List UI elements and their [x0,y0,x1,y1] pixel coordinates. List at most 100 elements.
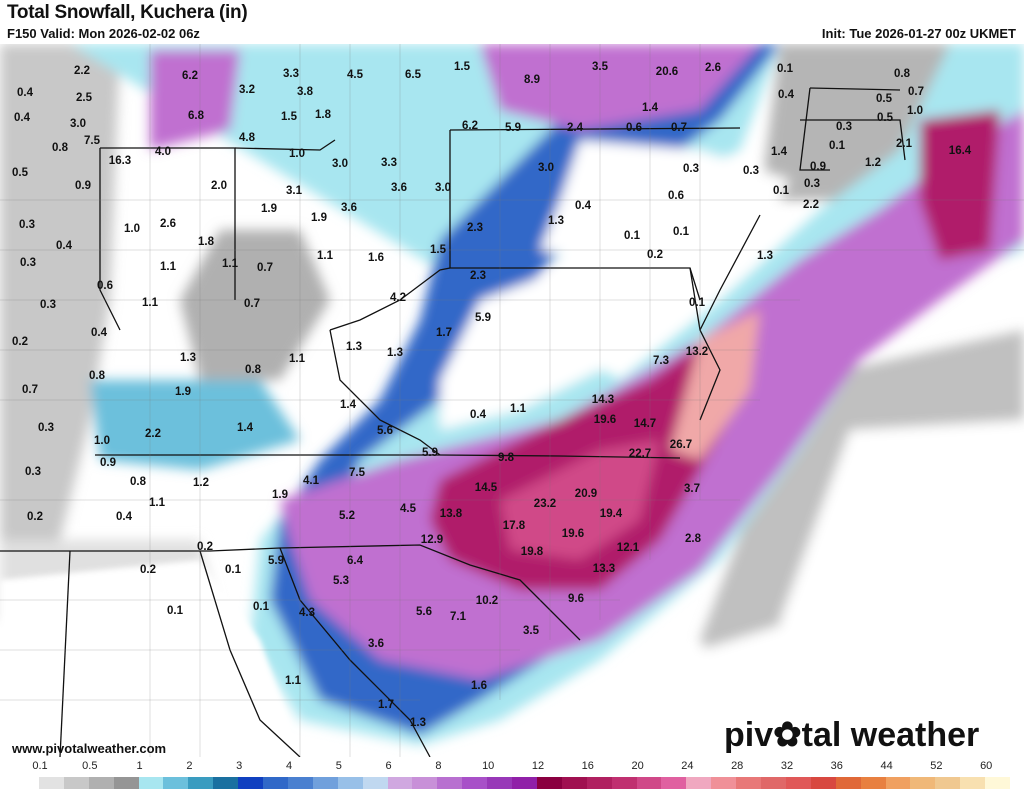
snowfall-value: 1.4 [642,102,659,114]
snowfall-value: 0.3 [804,178,820,190]
snowfall-value: 3.3 [283,68,299,80]
snowfall-value: 2.6 [160,218,176,230]
snowfall-value: 0.7 [257,262,273,274]
snowfall-value: 6.5 [405,69,422,81]
snowfall-value: 5.9 [475,312,491,324]
snowfall-value: 1.5 [430,244,447,256]
snowfall-value: 0.3 [40,299,56,311]
legend-swatch [711,777,737,789]
legend-label: 0.5 [82,760,98,772]
legend-swatch [661,777,687,789]
snowfall-value: 2.2 [74,65,90,77]
snowfall-value: 1.3 [387,347,403,359]
snowfall-value: 7.5 [84,135,101,147]
init-time: Init: Tue 2026-01-27 00z UKMET [821,26,1016,41]
snowfall-value: 0.3 [38,422,54,434]
snowfall-value: 3.6 [391,182,407,194]
legend-swatch [312,777,338,789]
legend-label: 5 [335,760,342,772]
snowfall-value: 3.1 [286,185,303,197]
snowfall-value: 1.0 [907,105,923,117]
snowfall-value: 0.6 [626,122,642,134]
snowfall-value: 0.1 [777,63,794,75]
snowfall-value: 10.2 [476,595,498,607]
website-url[interactable]: www.pivotalweather.com [12,741,167,756]
snowfall-value: 1.1 [149,497,166,509]
snowfall-value: 0.6 [668,190,684,202]
legend-swatch [387,777,413,789]
legend-label: 52 [930,760,943,772]
snowfall-value: 13.8 [440,508,463,520]
snowfall-value: 23.2 [534,498,556,510]
legend-swatch [935,777,961,789]
snowfall-value: 6.4 [347,555,364,567]
snowfall-value: 7.5 [349,467,366,479]
snowfall-value: 1.1 [510,403,527,415]
snowfall-value: 2.2 [145,428,161,440]
snowfall-value: 1.6 [471,680,487,692]
snowfall-value: 0.8 [245,364,262,376]
county-borders [0,44,1024,757]
legend-swatch [412,777,438,789]
snowfall-value: 0.1 [253,601,270,613]
snowfall-value: 4.2 [390,292,406,304]
snowfall-value: 0.4 [470,409,487,421]
snowfall-value: 1.0 [289,148,305,160]
snowfall-value: 1.5 [281,111,298,123]
legend-label: 2 [186,760,193,772]
snowfall-value: 1.3 [757,250,773,262]
snowfall-value: 3.6 [341,202,357,214]
legend-swatch [213,777,239,789]
legend-swatch [437,777,463,789]
snowfall-value: 0.3 [836,121,852,133]
map-title: Total Snowfall, Kuchera (in) [7,2,248,23]
snowfall-value: 0.7 [671,122,687,134]
legend-swatch [885,777,911,789]
snowfall-value: 13.3 [593,563,615,575]
snowfall-value: 1.1 [289,353,306,365]
legend-swatch [810,777,836,789]
snowfall-value: 0.2 [12,336,28,348]
legend-label: 16 [581,760,594,772]
legend-swatch [561,777,587,789]
legend-swatch [985,777,1011,789]
snowfall-value: 1.4 [237,422,254,434]
legend-swatch [785,777,811,789]
legend-swatch [835,777,861,789]
snowfall-value: 26.7 [670,439,692,451]
header: Total Snowfall, Kuchera (in) F150 Valid:… [0,0,1024,44]
legend-label: 6 [385,760,392,772]
snowfall-value: 1.8 [315,109,332,121]
snowfall-value: 0.5 [877,112,894,124]
snowfall-value: 19.4 [600,508,623,520]
snowfall-value: 2.5 [76,92,93,104]
legend-swatch [536,777,562,789]
snowfall-value: 0.1 [624,230,641,242]
snowfall-value: 1.4 [771,146,788,158]
legend-label: 4 [285,760,293,772]
snowfall-value: 1.3 [346,341,362,353]
snowfall-value: 1.3 [410,717,426,729]
snowfall-value: 0.8 [894,68,911,80]
legend-swatch [611,777,637,789]
legend-swatch [88,777,114,789]
snowfall-value: 1.1 [317,250,334,262]
legend-label: 20 [631,760,644,772]
legend-swatch [960,777,986,789]
legend-label: 28 [731,760,744,772]
snowfall-value: 4.0 [155,146,171,158]
legend-swatch [487,777,513,789]
snowfall-value: 1.8 [198,236,215,248]
legend-label: 12 [531,760,545,772]
snowfall-value: 19.6 [562,528,584,540]
snowfall-value: 16.3 [109,155,131,167]
snowfall-value: 19.8 [521,546,544,558]
snowfall-value: 1.9 [175,386,191,398]
snowfall-value: 9.8 [498,452,515,464]
snowfall-value: 7.1 [450,611,467,623]
snowfall-value: 17.8 [503,520,526,532]
snowfall-value: 14.3 [592,394,614,406]
snowfall-value: 2.1 [896,138,913,150]
snowfall-value: 1.7 [378,699,394,711]
legend-label: 36 [830,760,843,772]
